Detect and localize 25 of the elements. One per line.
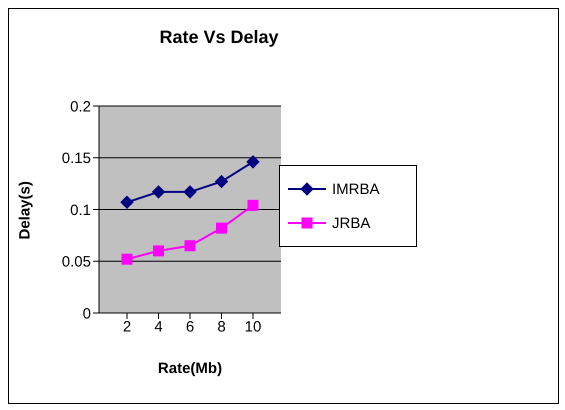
point	[120, 196, 134, 209]
x-tick-label: 10	[244, 318, 262, 336]
x-tick-label: 2	[122, 318, 132, 336]
chart-title: Rate Vs Delay	[158, 27, 280, 48]
x-axis-title: Rate(Mb)	[158, 360, 222, 377]
point	[246, 155, 260, 168]
x-tick-label: 8	[217, 318, 226, 336]
point	[215, 175, 228, 188]
point	[248, 200, 258, 211]
legend-label: IMRBA	[332, 180, 380, 198]
point	[153, 245, 164, 256]
point	[184, 185, 196, 198]
point	[216, 222, 227, 234]
y-tick-label: 0.15	[62, 150, 91, 168]
y-tick-label: 0.2	[70, 98, 91, 116]
y-tick-label: 0.05	[62, 254, 91, 271]
x-tick-label: 6	[186, 318, 194, 336]
y-tick-label: 0	[82, 305, 91, 322]
point	[184, 240, 196, 252]
point	[122, 254, 132, 265]
point	[152, 185, 165, 198]
legend-label: JRBA	[332, 214, 370, 232]
y-axis-title: Delay(s)	[16, 181, 34, 240]
y-tick-label: 0.1	[70, 202, 91, 219]
x-tick-label: 4	[154, 318, 163, 336]
